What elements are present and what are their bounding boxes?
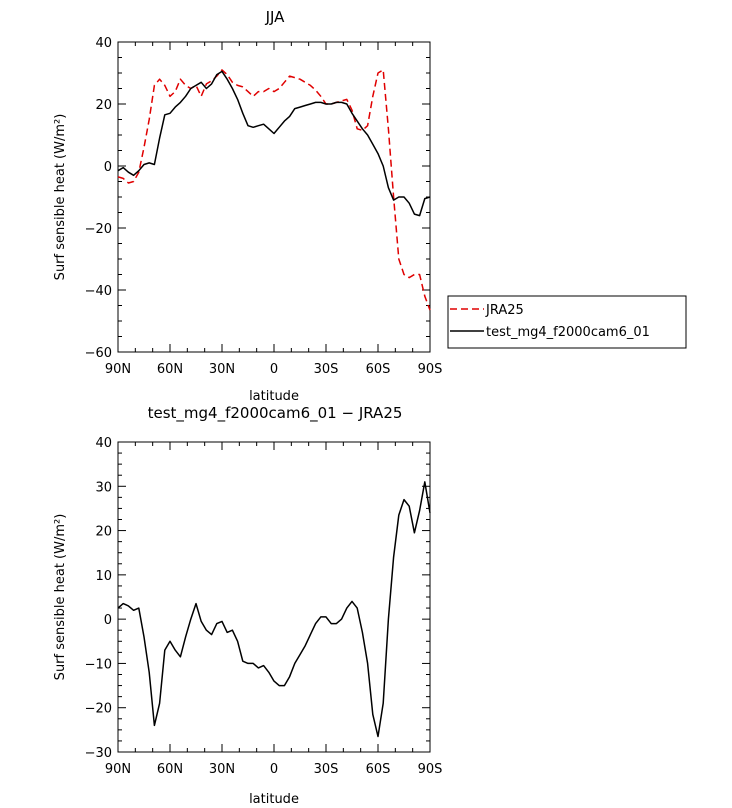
- top-x-tick-label: 90N: [105, 362, 131, 377]
- top-x-tick-label: 60N: [157, 362, 183, 377]
- bottom-y-tick-label: 40: [95, 436, 112, 451]
- bottom-y-axis-label: Surf sensible heat (W/m²): [53, 514, 68, 681]
- top-axis-ticks: −60 −40 −20 0 20 40 90N 60N 30N 0 30S 60S 90S: [85, 36, 443, 377]
- bottom-x-tick-label: 30S: [314, 762, 339, 777]
- top-x-tick-label: 30N: [209, 362, 235, 377]
- bottom-x-tick-label: 30N: [209, 762, 235, 777]
- top-y-tick-label: −60: [85, 346, 112, 361]
- top-x-tick-label: 0: [270, 362, 278, 377]
- bottom-x-tick-label: 0: [270, 762, 278, 777]
- top-x-tick-label: 30S: [314, 362, 339, 377]
- top-x-tick-label: 90S: [418, 362, 443, 377]
- bottom-x-tick-label: 90S: [418, 762, 443, 777]
- bottom-y-tick-label: −30: [85, 746, 112, 761]
- bottom-y-tick-label: 0: [104, 613, 112, 628]
- bottom-y-tick-label: 20: [95, 525, 112, 540]
- bottom-series-line-0: [117, 481, 431, 738]
- top-x-tick-label: 60S: [366, 362, 391, 377]
- bottom-y-tick-label: −10: [85, 657, 112, 672]
- top-panel: JJA −60 −40 −20 0 20 40 90N 60N 30N 0 30S 60S 90S la…: [53, 8, 442, 404]
- top-y-tick-label: 20: [95, 98, 112, 113]
- top-y-tick-label: −40: [85, 284, 112, 299]
- legend-box: [447, 295, 687, 349]
- bottom-chart-title: test_mg4_f2000cam6_01 − JRA25: [148, 404, 403, 423]
- bottom-x-axis-label: latitude: [249, 792, 299, 807]
- top-y-axis-label: Surf sensible heat (W/m²): [53, 114, 68, 281]
- bottom-y-tick-label: 30: [95, 480, 112, 495]
- top-series-line-1: [117, 70, 431, 217]
- bottom-x-tick-label: 60S: [366, 762, 391, 777]
- top-x-axis-label: latitude: [249, 389, 299, 404]
- bottom-panel: test_mg4_f2000cam6_01 − JRA25 −30 −20 −10 0…: [53, 404, 442, 807]
- legend-label-test: test_mg4_f2000cam6_01: [486, 325, 650, 340]
- legend-label-jra25: JRA25: [485, 303, 524, 318]
- bottom-y-tick-label: 10: [95, 569, 112, 584]
- legend: JRA25 test_mg4_f2000cam6_01: [447, 295, 687, 349]
- top-y-tick-label: −20: [85, 222, 112, 237]
- bottom-y-tick-label: −20: [85, 702, 112, 717]
- top-plot-frame: [117, 41, 431, 353]
- top-series-lines: [117, 69, 431, 311]
- bottom-x-tick-label: 60N: [157, 762, 183, 777]
- top-y-tick-label: 40: [95, 36, 112, 51]
- bottom-x-tick-label: 90N: [105, 762, 131, 777]
- top-y-tick-label: 0: [104, 160, 112, 175]
- top-series-line-0: [117, 69, 431, 311]
- top-chart-title: JJA: [265, 8, 286, 26]
- bottom-series-lines: [117, 481, 431, 738]
- bottom-axis-ticks: −30 −20 −10 0 10 20 30 40 90N 60N 30N 0 30S 60S 90S: [85, 436, 443, 777]
